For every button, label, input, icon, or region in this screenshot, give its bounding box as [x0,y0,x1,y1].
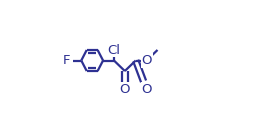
Text: Cl: Cl [107,44,120,57]
Text: O: O [141,83,151,96]
Text: F: F [63,54,70,67]
Text: O: O [141,54,151,67]
Text: O: O [119,83,130,96]
